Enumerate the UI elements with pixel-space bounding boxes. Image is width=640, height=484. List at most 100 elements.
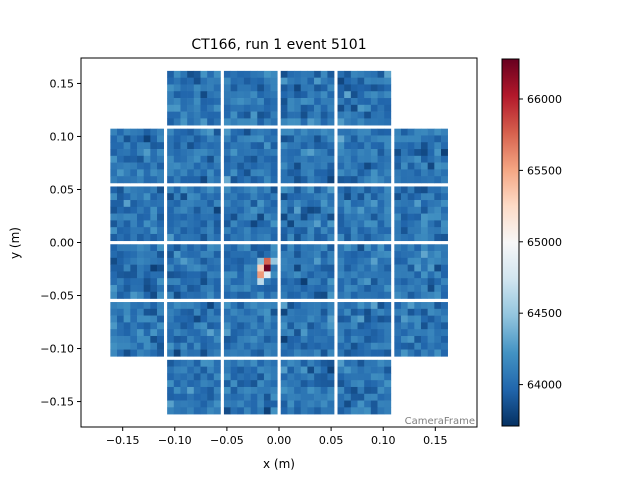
camera-pixel xyxy=(300,271,308,279)
camera-pixel xyxy=(270,233,278,242)
camera-pixel xyxy=(207,349,215,357)
camera-pixel xyxy=(257,380,265,388)
camera-pixel xyxy=(117,264,124,272)
camera-pixel xyxy=(280,118,288,126)
camera-pixel xyxy=(320,380,328,388)
camera-pixel xyxy=(357,84,365,92)
camera-pixel xyxy=(110,128,118,136)
camera-pixel xyxy=(280,84,288,92)
camera-pixel xyxy=(314,233,322,242)
camera-pixel xyxy=(167,278,175,286)
camera-pixel xyxy=(377,393,385,401)
camera-pixel xyxy=(250,380,258,388)
camera-pixel xyxy=(294,349,302,357)
camera-pixel xyxy=(357,322,365,330)
camera-pixel xyxy=(337,244,345,252)
camera-pixel xyxy=(287,264,295,272)
camera-pixel xyxy=(213,278,221,286)
camera-pixel xyxy=(243,284,251,293)
camera-pixel xyxy=(320,220,328,228)
camera-pixel xyxy=(350,149,358,157)
camera-pixel xyxy=(123,257,131,265)
camera-pixel xyxy=(394,162,402,170)
camera-pixel xyxy=(407,186,415,194)
camera-pixel xyxy=(364,329,372,337)
camera-pixel xyxy=(320,155,328,163)
camera-pixel xyxy=(337,142,345,150)
camera-pixel xyxy=(213,213,221,221)
camera-pixel xyxy=(344,84,352,92)
camera-pixel xyxy=(237,169,245,177)
camera-pixel xyxy=(370,251,378,259)
camera-pixel xyxy=(187,349,195,357)
camera-pixel xyxy=(193,213,201,221)
camera-pixel xyxy=(117,176,124,184)
camera-pixel xyxy=(300,380,308,388)
camera-pixel xyxy=(337,366,345,374)
camera-pixel xyxy=(434,176,442,184)
camera-pixel xyxy=(314,244,322,252)
camera-pixel xyxy=(157,335,164,344)
camera-pixel xyxy=(337,335,345,344)
camera-pixel xyxy=(137,149,144,157)
camera-pixel xyxy=(337,169,345,177)
camera-pixel xyxy=(384,386,392,395)
camera-pixel xyxy=(337,128,345,136)
camera-pixel xyxy=(223,213,231,221)
camera-pixel xyxy=(370,200,378,208)
camera-pixel xyxy=(250,220,258,228)
camera-pixel xyxy=(294,302,302,310)
camera-pixel xyxy=(180,135,188,143)
camera-pixel xyxy=(263,393,271,401)
camera-pixel xyxy=(173,359,181,367)
camera-pixel xyxy=(350,400,358,408)
camera-pixel xyxy=(123,142,131,150)
camera-pixel xyxy=(257,104,265,112)
camera-pixel xyxy=(157,308,164,316)
camera-pixel xyxy=(294,342,302,350)
camera-pixel xyxy=(337,400,345,408)
camera-pixel xyxy=(237,128,245,136)
camera-pixel xyxy=(230,118,238,126)
camera-pixel xyxy=(441,213,448,221)
camera-pixel xyxy=(300,128,308,136)
camera-pixel xyxy=(230,322,238,330)
camera-pixel xyxy=(263,70,271,78)
camera-pixel xyxy=(337,407,345,415)
camera-pixel xyxy=(130,278,138,286)
camera-pixel xyxy=(314,271,322,279)
camera-pixel xyxy=(327,149,335,157)
camera-pixel xyxy=(307,162,315,170)
camera-pixel xyxy=(180,393,188,401)
camera-pixel xyxy=(384,271,392,279)
camera-pixel xyxy=(117,213,124,221)
camera-pixel xyxy=(193,98,201,106)
camera-pixel xyxy=(370,257,378,265)
camera-pixel xyxy=(243,302,251,310)
camera-pixel xyxy=(384,118,392,126)
camera-pixel xyxy=(384,149,392,157)
camera-pixel xyxy=(230,386,238,395)
camera-pixel xyxy=(257,213,265,221)
camera-pixel xyxy=(257,373,265,381)
camera-pixel xyxy=(337,70,345,78)
camera-pixel xyxy=(200,278,208,286)
camera-pixel xyxy=(294,84,302,92)
camera-pixel xyxy=(117,284,124,293)
camera-pixel xyxy=(230,329,238,337)
camera-pixel xyxy=(270,329,278,337)
camera-pixel xyxy=(344,366,352,374)
camera-pixel xyxy=(270,111,278,119)
camera-pixel xyxy=(130,302,138,310)
camera-pixel xyxy=(213,342,221,350)
camera-pixel xyxy=(213,244,221,252)
camera-pixel xyxy=(257,155,265,163)
camera-pixel xyxy=(213,308,221,316)
camera-pixel xyxy=(173,111,181,119)
camera-pixel xyxy=(207,386,215,395)
camera-pixel xyxy=(223,91,231,99)
camera-pixel xyxy=(257,91,265,99)
camera-pixel xyxy=(137,322,144,330)
camera-pixel xyxy=(327,329,335,337)
camera-pixel xyxy=(180,386,188,395)
